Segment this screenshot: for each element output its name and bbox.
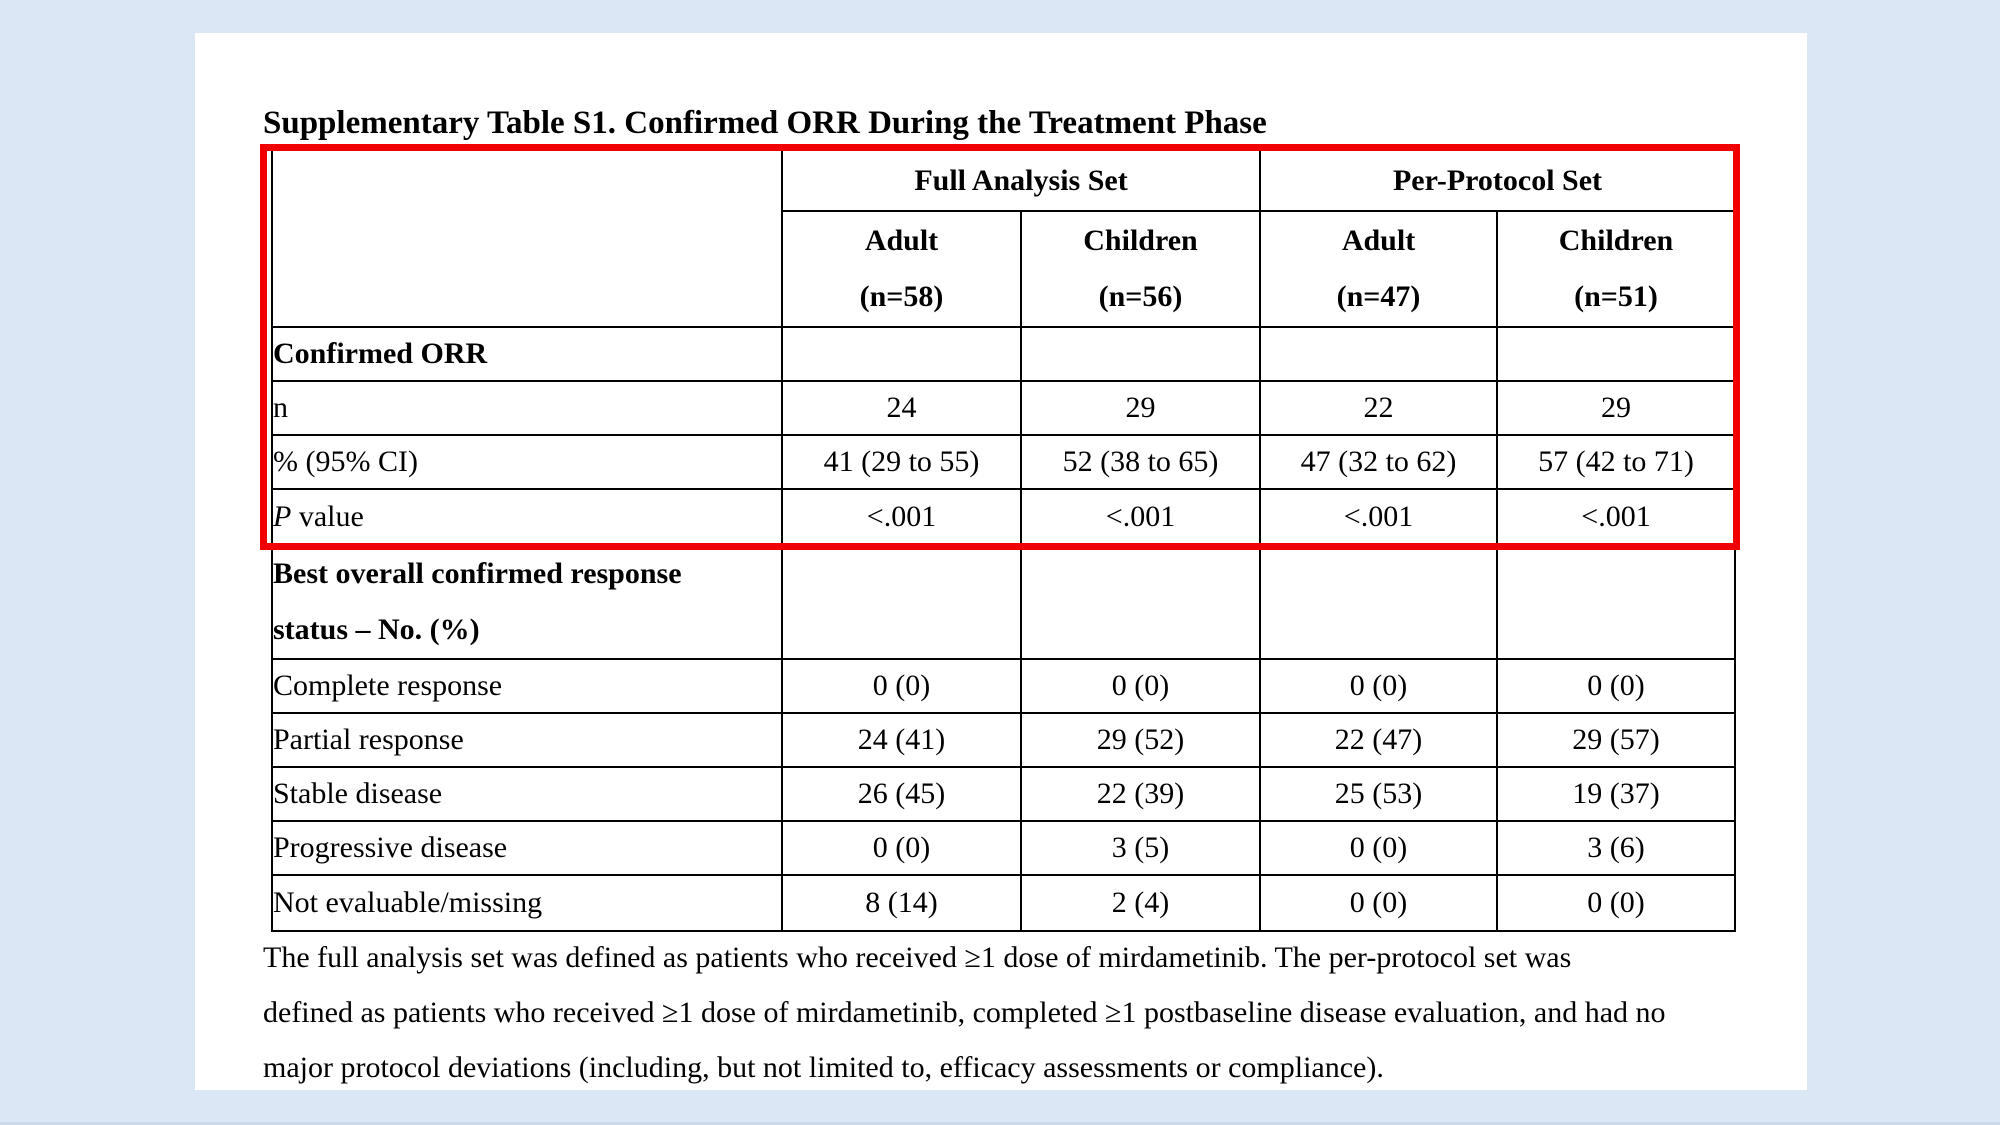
orr-table: Full Analysis Set Per-Protocol Set Adult…: [271, 149, 1737, 932]
orr-table-container: Full Analysis Set Per-Protocol Set Adult…: [271, 149, 1737, 932]
value-cell: [781, 326, 1022, 382]
value-cell: 29 (52): [1019, 712, 1262, 768]
value-cell: 0 (0): [781, 820, 1022, 876]
row-complete-response: Complete response 0 (0) 0 (0) 0 (0) 0 (0…: [271, 658, 1737, 714]
value-cell: 52 (38 to 65): [1019, 434, 1262, 490]
value-cell: 24: [781, 380, 1022, 436]
column-n: (n=47): [1336, 280, 1421, 313]
label-line-1: Best overall confirmed response: [273, 557, 682, 590]
row-label-not-evaluable-missing: Not evaluable/missing: [271, 874, 783, 932]
value-cell: [781, 544, 1022, 660]
value-cell: 19 (37): [1496, 766, 1737, 822]
value-cell: 0 (0): [781, 658, 1022, 714]
value-cell: [1496, 544, 1737, 660]
stub-cell: [271, 149, 783, 328]
value-cell: 0 (0): [1259, 820, 1499, 876]
document-title: Supplementary Table S1. Confirmed ORR Du…: [263, 105, 1267, 141]
p-italic: P: [273, 500, 292, 533]
column-header-fas-children: Children (n=56): [1019, 210, 1262, 328]
value-cell: 29: [1019, 380, 1262, 436]
value-cell: 41 (29 to 55): [781, 434, 1022, 490]
row-label-best-overall-response: Best overall confirmed response status –…: [271, 544, 783, 660]
value-cell: 57 (42 to 71): [1496, 434, 1737, 490]
value-cell: [1019, 544, 1262, 660]
value-cell: [1019, 326, 1262, 382]
row-best-overall-response: Best overall confirmed response status –…: [271, 544, 1737, 660]
row-partial-response: Partial response 24 (41) 29 (52) 22 (47)…: [271, 712, 1737, 768]
value-cell: 29 (57): [1496, 712, 1737, 768]
value-cell: 22 (47): [1259, 712, 1499, 768]
row-stable-disease: Stable disease 26 (45) 22 (39) 25 (53) 1…: [271, 766, 1737, 822]
value-cell: [1496, 326, 1737, 382]
value-cell: 29: [1496, 380, 1737, 436]
label-line-2: status – No. (%): [273, 613, 480, 646]
row-confirmed-orr: Confirmed ORR: [271, 326, 1737, 382]
row-label-confirmed-orr: Confirmed ORR: [271, 326, 783, 382]
value-cell: [1259, 326, 1499, 382]
footnote-line-1: The full analysis set was defined as pat…: [263, 941, 1572, 974]
value-cell: 0 (0): [1019, 658, 1262, 714]
value-cell: [1259, 544, 1499, 660]
column-n: (n=56): [1098, 280, 1183, 313]
p-rest: value: [291, 500, 364, 533]
row-progressive-disease: Progressive disease 0 (0) 3 (5) 0 (0) 3 …: [271, 820, 1737, 876]
table-header-groups-row: Full Analysis Set Per-Protocol Set: [271, 149, 1737, 328]
column-n: (n=51): [1574, 280, 1658, 313]
row-label-complete-response: Complete response: [271, 658, 783, 714]
row-label-pct-95-ci: % (95% CI): [271, 434, 783, 490]
column-title: Adult: [864, 224, 939, 257]
value-cell: <.001: [1496, 488, 1737, 546]
value-cell: 24 (41): [781, 712, 1022, 768]
col-group-per-protocol-set: Per-Protocol Set: [1259, 149, 1737, 212]
col-group-full-analysis-set: Full Analysis Set: [780, 149, 1262, 212]
footnote-line-3: major protocol deviations (including, bu…: [263, 1051, 1384, 1084]
column-n: (n=58): [859, 280, 944, 313]
column-title: Children: [1083, 224, 1198, 257]
column-header-pps-adult: Adult (n=47): [1259, 210, 1499, 328]
value-cell: <.001: [781, 488, 1022, 546]
value-cell: 3 (6): [1496, 820, 1737, 876]
row-label-stable-disease: Stable disease: [271, 766, 783, 822]
column-title: Children: [1558, 224, 1674, 257]
value-cell: 8 (14): [781, 874, 1022, 932]
row-p-value: P value <.001 <.001 <.001 <.001: [271, 488, 1737, 546]
value-cell: 22 (39): [1019, 766, 1262, 822]
table-footnote: The full analysis set was defined as pat…: [263, 930, 1763, 1095]
row-pct-95-ci: % (95% CI) 41 (29 to 55) 52 (38 to 65) 4…: [271, 434, 1737, 490]
value-cell: <.001: [1259, 488, 1499, 546]
value-cell: 2 (4): [1019, 874, 1262, 932]
value-cell: <.001: [1019, 488, 1262, 546]
row-label-progressive-disease: Progressive disease: [271, 820, 783, 876]
value-cell: 22: [1259, 380, 1499, 436]
document-page: Supplementary Table S1. Confirmed ORR Du…: [195, 33, 1807, 1090]
table-header-columns-row: Adult (n=58) Children (n=56) Adult (n=47…: [272, 210, 1737, 328]
row-not-evaluable-missing: Not evaluable/missing 8 (14) 2 (4) 0 (0)…: [271, 874, 1737, 932]
value-cell: 3 (5): [1019, 820, 1262, 876]
footnote-line-2: defined as patients who received ≥1 dose…: [263, 996, 1666, 1029]
value-cell: 25 (53): [1259, 766, 1499, 822]
column-header-pps-children: Children (n=51): [1496, 210, 1737, 328]
value-cell: 0 (0): [1496, 874, 1737, 932]
value-cell: 0 (0): [1259, 658, 1499, 714]
value-cell: 0 (0): [1259, 874, 1499, 932]
column-title: Adult: [1341, 224, 1416, 257]
column-header-fas-adult: Adult (n=58): [781, 210, 1022, 328]
row-label-partial-response: Partial response: [271, 712, 783, 768]
value-cell: 0 (0): [1496, 658, 1737, 714]
window-bottom-edge: [0, 1122, 2000, 1125]
row-label-p-value: P value: [271, 488, 783, 546]
value-cell: 26 (45): [781, 766, 1022, 822]
value-cell: 47 (32 to 62): [1259, 434, 1499, 490]
row-label-n: n: [271, 380, 783, 436]
row-n: n 24 29 22 29: [271, 380, 1737, 436]
